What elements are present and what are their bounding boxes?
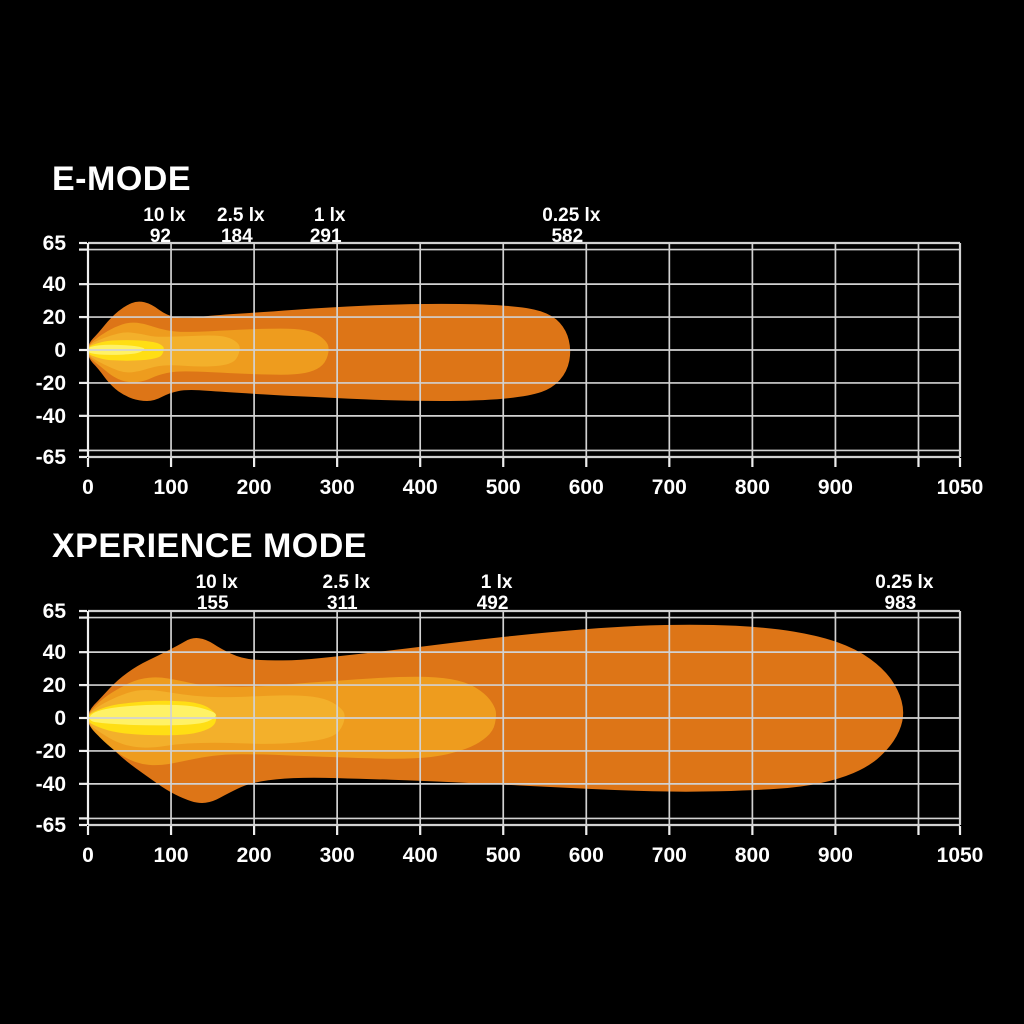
x-tick-label: 500	[486, 844, 521, 867]
lux-distance-label: 291	[310, 226, 342, 247]
x-tick-label: 900	[818, 476, 853, 499]
x-tick-label: 400	[403, 476, 438, 499]
lux-value-label: 10 lx	[196, 572, 239, 593]
y-tick-label: -40	[36, 773, 66, 796]
lux-value-label: 2.5 lx	[217, 205, 265, 226]
tick-marks	[79, 241, 962, 467]
x-tick-label: 100	[154, 476, 189, 499]
x-tick-label: 100	[154, 844, 189, 867]
lux-value-label: 0.25 lx	[542, 205, 601, 226]
lux-value-label: 2.5 lx	[323, 572, 371, 593]
lux-distance-label: 311	[327, 593, 358, 614]
lux-distance-label: 184	[221, 226, 253, 247]
y-tick-label: -65	[36, 814, 67, 837]
y-tick-label: -65	[36, 446, 67, 469]
x-tick-label: 1050	[937, 476, 984, 499]
x-tick-label: 800	[735, 476, 770, 499]
x-tick-label: 200	[237, 844, 272, 867]
grid-lines	[86, 241, 962, 459]
tick-marks	[79, 609, 962, 835]
y-tick-label: 65	[43, 600, 67, 623]
chart-title-xperience: XPERIENCE MODE	[52, 527, 367, 565]
lux-distance-label: 92	[150, 226, 171, 247]
x-tick-label: 600	[569, 476, 604, 499]
y-tick-label: 0	[54, 707, 66, 730]
x-tick-label: 500	[486, 476, 521, 499]
x-tick-label: 400	[403, 844, 438, 867]
x-tick-label: 300	[320, 844, 355, 867]
y-tick-label: 0	[54, 339, 66, 362]
lux-value-label: 10 lx	[143, 205, 186, 226]
x-tick-label: 600	[569, 844, 604, 867]
y-tick-label: -20	[36, 740, 66, 763]
lux-distance-label: 155	[197, 593, 229, 614]
y-tick-label: -20	[36, 372, 66, 395]
beam-hotspot	[89, 704, 216, 726]
beam-0.25lx	[88, 301, 571, 401]
x-tick-label: 0	[82, 476, 94, 499]
chart-title-emode: E-MODE	[52, 160, 191, 198]
y-tick-label: 40	[43, 273, 66, 296]
x-tick-label: 800	[735, 844, 770, 867]
x-tick-label: 700	[652, 476, 687, 499]
lux-value-label: 1 lx	[481, 572, 513, 593]
y-tick-label: -40	[36, 405, 66, 428]
beam-layers	[88, 624, 904, 803]
x-tick-label: 700	[652, 844, 687, 867]
y-tick-label: 40	[43, 641, 66, 664]
lux-value-label: 0.25 lx	[875, 572, 934, 593]
lux-distance-label: 582	[551, 226, 583, 247]
lux-distance-label: 983	[885, 593, 917, 614]
x-tick-label: 200	[237, 476, 272, 499]
y-tick-label: 20	[43, 674, 66, 697]
x-tick-label: 1050	[937, 844, 984, 867]
x-tick-label: 300	[320, 476, 355, 499]
x-tick-label: 0	[82, 844, 94, 867]
y-tick-label: 65	[43, 232, 67, 255]
lux-distance-label: 492	[477, 593, 509, 614]
x-tick-label: 900	[818, 844, 853, 867]
lux-value-label: 1 lx	[314, 205, 346, 226]
grid-lines	[86, 609, 962, 827]
y-tick-label: 20	[43, 306, 66, 329]
